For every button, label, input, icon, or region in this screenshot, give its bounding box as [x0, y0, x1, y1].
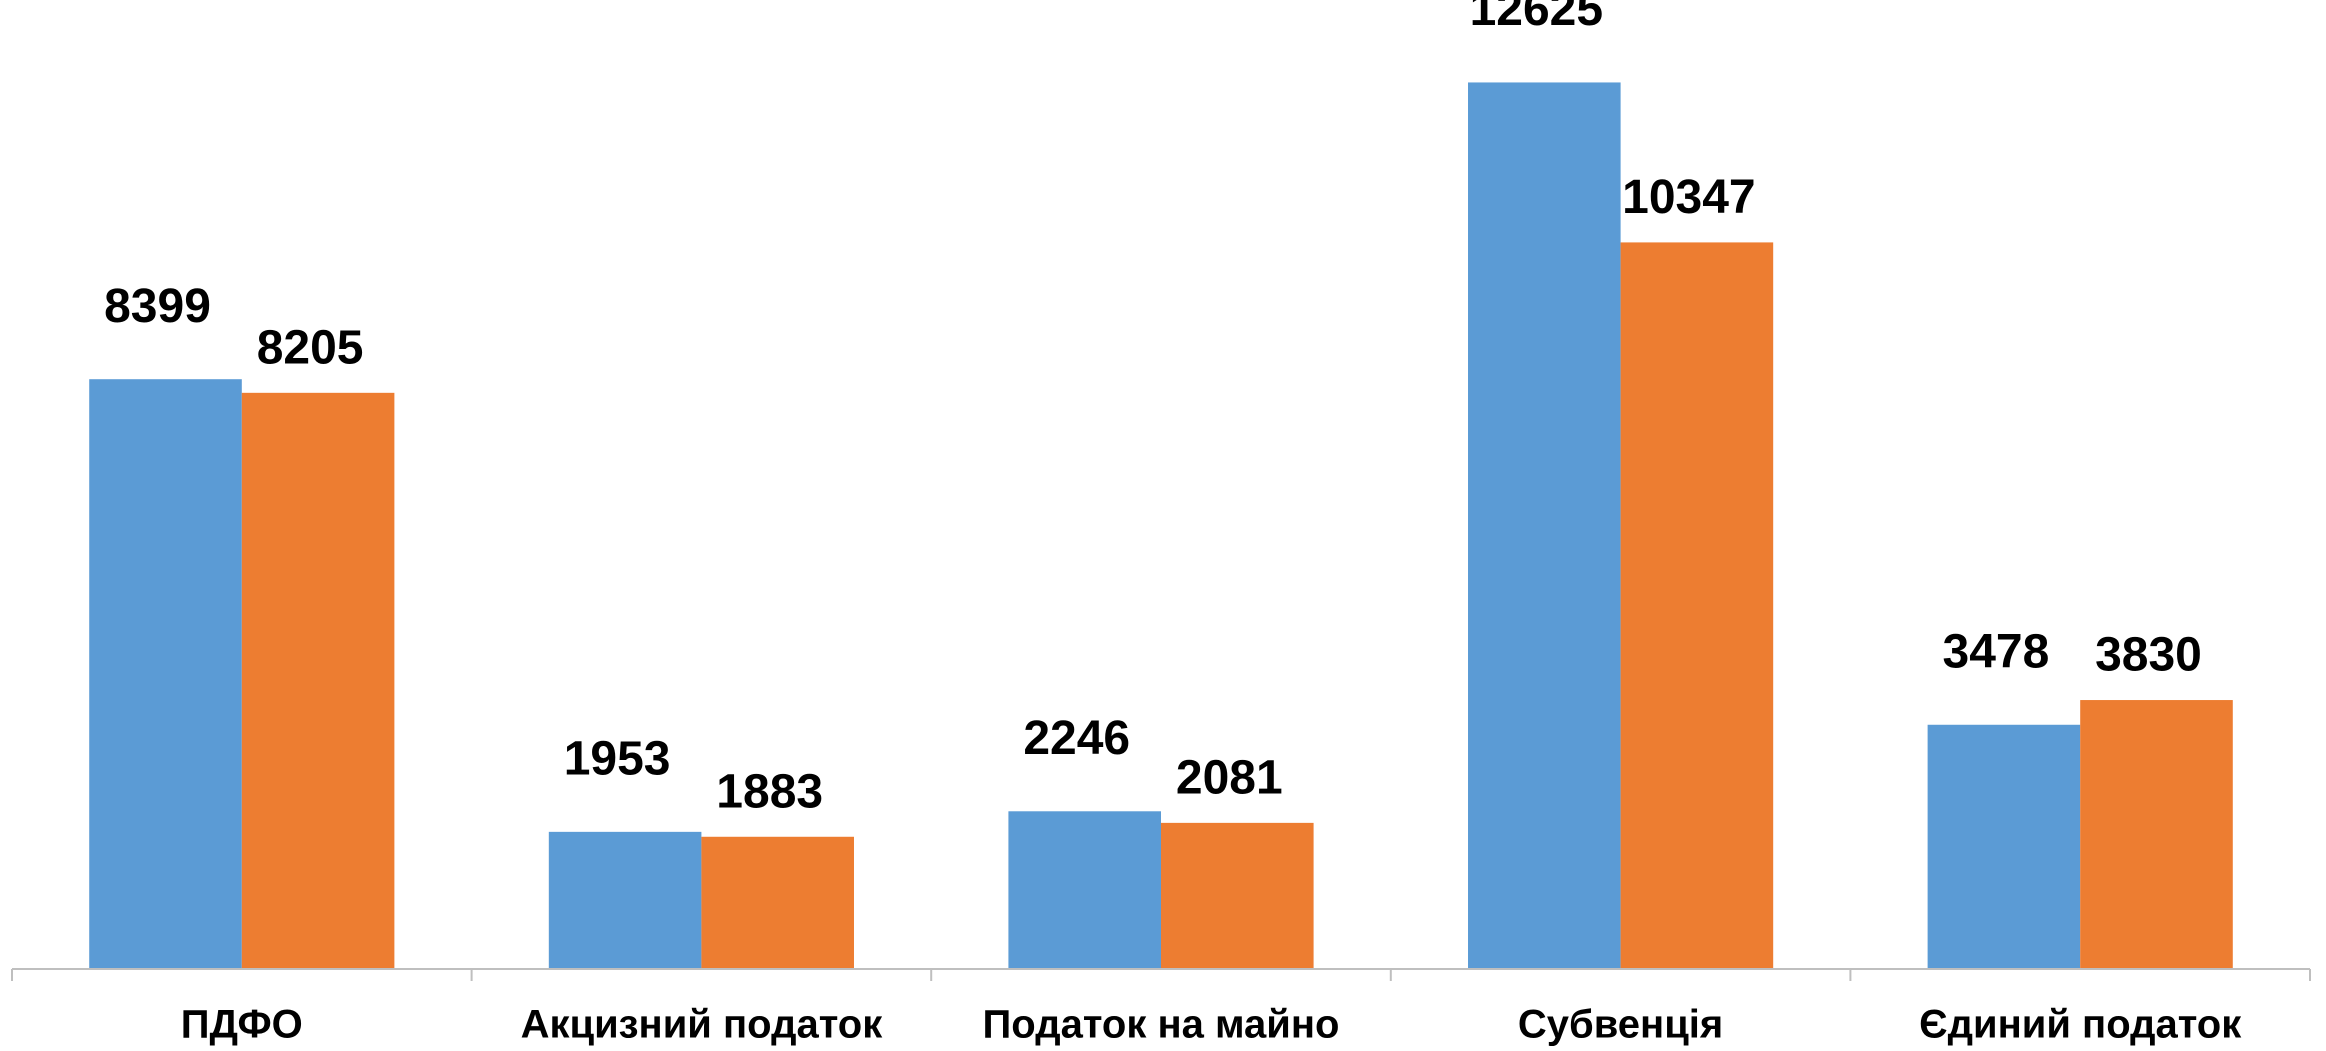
- value-label: 8399: [104, 280, 211, 333]
- value-label: 8205: [257, 321, 364, 374]
- value-label: 2081: [1176, 752, 1283, 805]
- bar: [548, 831, 702, 969]
- bar: [2080, 700, 2233, 969]
- x-tick-label: Акцизний податок: [521, 1003, 884, 1047]
- bar: [701, 836, 854, 969]
- x-tick-label: Субвенція: [1518, 1003, 1723, 1047]
- value-label: 3830: [2095, 629, 2202, 682]
- bar: [1008, 811, 1161, 969]
- value-label: 3478: [1943, 625, 2050, 678]
- value-label: 1883: [716, 765, 823, 818]
- bar: [1620, 242, 1774, 970]
- value-label: 2246: [1023, 712, 1130, 765]
- bar: [1927, 724, 2081, 969]
- value-label: 12625: [1470, 0, 1603, 36]
- bar: [1468, 82, 1621, 969]
- x-tick-label: Податок на майно: [983, 1003, 1340, 1047]
- bar: [1161, 822, 1314, 969]
- x-tick-label: Єдиний податок: [1919, 1003, 2242, 1047]
- bar: [89, 379, 242, 969]
- value-label: 10347: [1622, 171, 1755, 224]
- x-tick-label: ПДФО: [181, 1003, 303, 1047]
- value-label: 1953: [564, 733, 671, 786]
- bar: [241, 392, 395, 969]
